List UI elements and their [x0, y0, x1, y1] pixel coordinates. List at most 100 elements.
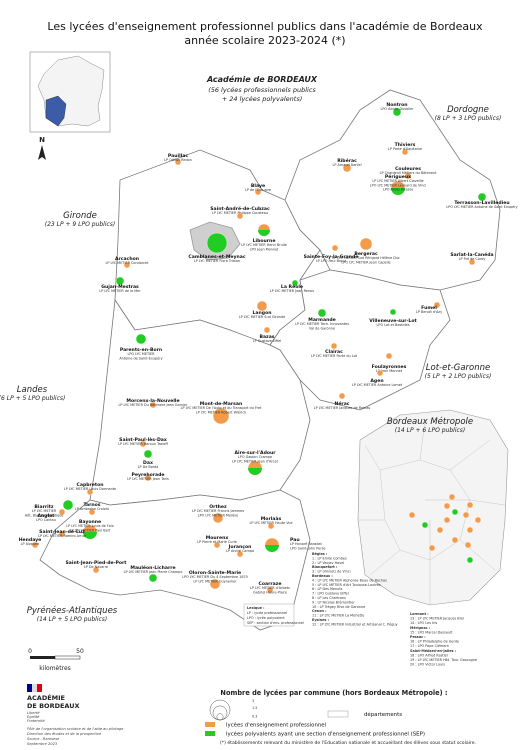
- city-lycee: LP LYC METIER De l'Auto et du Transport …: [181, 406, 262, 410]
- city-name: La Réole: [281, 283, 303, 290]
- city-lycee: LP LYC METIER Jean d'Arcet: [232, 459, 279, 463]
- marker-lpo: [143, 449, 153, 459]
- department-name: Lot-et-Garonne: [426, 363, 490, 373]
- metropole-communes: [358, 419, 506, 605]
- city-lycee: LP LYC METIER Sud Gironde: [239, 315, 285, 319]
- city-name: Dax: [143, 460, 153, 466]
- marker-lp: [212, 407, 230, 425]
- city-name: Mauléon-Licharre: [130, 564, 175, 571]
- scale-bar: 0 50 kilomètres: [28, 648, 84, 672]
- metropole-entry: 15 : LPO Marcel Dassault: [410, 630, 453, 634]
- marker-lpo: [451, 508, 459, 516]
- department-sub: (8 LP + 3 LPO publics): [435, 115, 502, 122]
- marker-lp: [31, 541, 39, 549]
- marker-lp: [385, 352, 393, 360]
- legend-lpo: lycées polyvalents ayant une section d'e…: [226, 731, 425, 738]
- marker-lpo: [421, 521, 429, 529]
- city-lycee: LP LYC METIER Jean Pierre Champo: [124, 570, 183, 574]
- city-lycee: LP LYC METIER Jacques de Romas: [314, 406, 371, 410]
- metropole-entry: 1 : LP Emile Combes: [312, 556, 347, 560]
- footer-line: Source : Ramsese: [27, 737, 60, 741]
- city-lycee: LP LYC METIER Robert Wlérick: [196, 410, 246, 414]
- city-name: Capbreton: [76, 482, 103, 488]
- city-name: Gujan-Mestras: [101, 284, 139, 290]
- city-name: Pauillac: [168, 153, 188, 159]
- scale-segment: [54, 655, 81, 660]
- marker-lpo: [317, 308, 327, 318]
- marker-lp: [338, 392, 346, 400]
- marker-lp: [436, 526, 444, 534]
- marker-lp: [212, 512, 224, 524]
- metropole-entry: Mérignac :: [410, 626, 430, 630]
- flag-blue: [27, 684, 32, 692]
- city-lycee: LP LYC METIER Sud Périgord Hélène Duc: [332, 256, 400, 260]
- marker-lp: [86, 488, 94, 496]
- city-lycee: LP LYC METIER Porte du Lot: [311, 354, 358, 358]
- academie-inset: [45, 95, 67, 127]
- department-sub: (5 LP + 2 LPO publics): [425, 373, 492, 380]
- marker-lp: [474, 516, 482, 524]
- legend-note: (*) établissements relevant du ministère…: [220, 739, 476, 746]
- legend-size-circle: [216, 713, 224, 721]
- lexique-title: Lexique :: [247, 606, 265, 610]
- metropole-markers: [408, 493, 482, 564]
- city-name: Fumel: [421, 305, 437, 311]
- north-arrow: N: [38, 136, 46, 160]
- marker-lp: [451, 536, 459, 544]
- marker-lp: [376, 369, 384, 377]
- commune-border: [358, 419, 506, 605]
- title: année scolaire 2023-2024 (*): [184, 34, 345, 47]
- footer-line: Direction des études et de la prospectiv…: [27, 732, 102, 736]
- city-lycee: LP LYC METIER Du Bâtiment Jean Garnier: [119, 403, 189, 407]
- metropole-entry: Cenon :: [312, 609, 326, 613]
- city-lycee: LP LYC METIER Louis Darmante: [64, 487, 116, 491]
- city-lycee: LPO LYC METIER Molière: [198, 513, 239, 517]
- flag-white: [32, 684, 37, 692]
- marker-lp: [448, 493, 456, 501]
- city-lycee: Hôt. Biarritz Atlantique: [25, 513, 64, 517]
- city-lycee: LP LYC METIER Henri Brulle: [241, 243, 287, 247]
- city-lycee: LP LYC METIER Francis Jammes: [192, 509, 244, 513]
- logo-motto: Égalité: [27, 714, 40, 719]
- city-name: Foulayronnes: [372, 364, 407, 370]
- city-name: Libourne: [253, 238, 276, 244]
- city-name: Camblanes-et-Meynac: [188, 254, 246, 260]
- city-lycee: LP LYC METIER Jean Renou: [270, 289, 315, 293]
- city-name: Saint-André-de-Cubzac: [210, 205, 270, 212]
- department-labels: Dordogne(8 LP + 3 LPO publics) Gironde(23…: [0, 105, 501, 623]
- marker-lp: [267, 522, 275, 530]
- city-name: Ribérac: [337, 157, 357, 164]
- city-lycee: LP Arnaud Daniel: [332, 163, 361, 167]
- city-lycee: LP Chardeuil Métiers du Bâtiment: [380, 171, 437, 175]
- marker-lp: [466, 501, 474, 509]
- marker-lpo-part: [265, 545, 279, 552]
- metropole-entry: Bègles :: [312, 552, 327, 556]
- academie-line: (56 lycées professionnels publics: [208, 86, 316, 94]
- legend-lp-swatch: [205, 722, 215, 727]
- legend-size-label: 1.5: [252, 706, 257, 710]
- city-lycee: LPO Jean Monnet: [250, 247, 279, 251]
- city-lycee: Val de Garonne: [309, 326, 335, 330]
- city-lycee: LPO LYC METIER Léonard de Vinci: [370, 183, 426, 187]
- metropole-entry: 13 : LP LYC METIER Jacques Brel: [410, 617, 464, 621]
- city-name: Marmande: [308, 317, 336, 323]
- city-lycee: LP Gustave Eiffel: [253, 339, 282, 343]
- city-name: Terrasson-Lavilledieu: [454, 200, 509, 206]
- marker-lpo-part: [83, 532, 97, 539]
- north-arrow-shape: [38, 145, 46, 160]
- city-name: Jurançon: [228, 544, 252, 550]
- marker-lp: [254, 188, 262, 196]
- logo-name: DE BORDEAUX: [27, 702, 80, 710]
- city-lycee: LP LYC METIER Albert Claveille: [372, 179, 423, 183]
